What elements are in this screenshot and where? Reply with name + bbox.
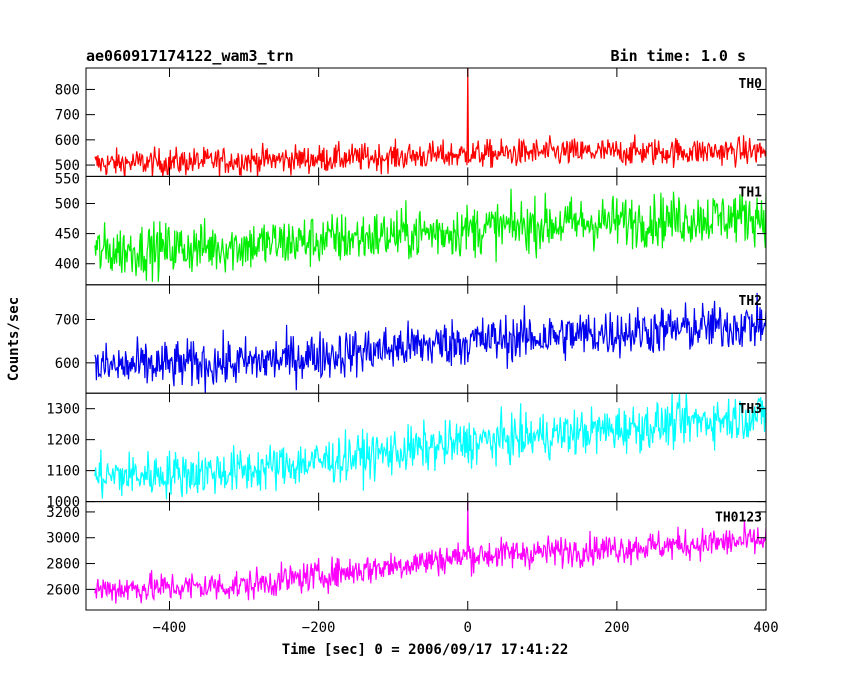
- panel-th2: 600 700 TH2: [55, 284, 767, 394]
- y-tick-label: 1100: [46, 464, 80, 480]
- x-tick-label: 200: [604, 620, 629, 636]
- y-tick-label: 800: [55, 82, 80, 98]
- panel-th1: 400 450 500 TH1: [55, 175, 767, 286]
- y-tick-label: 3200: [46, 505, 80, 521]
- panel-label: TH0123: [715, 511, 762, 526]
- panel-frame: [85, 501, 767, 611]
- y-tick-label: 450: [55, 227, 80, 243]
- series-line-th1: [94, 188, 766, 282]
- y-tick-label: 500: [55, 158, 80, 174]
- y-tick-label: 400: [55, 257, 80, 273]
- series-line-th0: [94, 68, 766, 177]
- x-tick-label: −200: [302, 620, 336, 636]
- bin-time-label: Bin time: 1.0 s: [611, 47, 746, 65]
- series-line-th3: [94, 393, 766, 500]
- y-axis-label: Counts/sec: [6, 297, 22, 381]
- y-tick-label: 2800: [46, 557, 80, 573]
- y-tick-label: 1000: [46, 495, 80, 511]
- panel-label: TH3: [739, 402, 762, 417]
- y-tick-label: 1200: [46, 433, 80, 449]
- panel-label: TH1: [739, 185, 763, 200]
- x-tick-label: −400: [153, 620, 187, 636]
- panel-label: TH0: [739, 77, 763, 92]
- panel-frame: [85, 67, 767, 177]
- panel-th0123: 2600 2800 3000 3200 TH0123: [46, 501, 767, 611]
- y-tick-label: 550: [55, 171, 80, 187]
- y-tick-label: 1300: [46, 402, 80, 418]
- panel-th3: 1000 1100 1200 1300 TH3: [46, 392, 767, 511]
- series-line-th2: [94, 292, 766, 394]
- y-tick-label: 600: [55, 133, 80, 149]
- y-tick-label: 3000: [46, 531, 80, 547]
- y-tick-label: 600: [55, 356, 80, 372]
- y-tick-label: 2600: [46, 582, 80, 598]
- panel-th0: 500 600 700 800 550 TH0: [55, 67, 767, 187]
- y-tick-label: 500: [55, 197, 80, 213]
- panels-group: 500 600 700 800 550 TH0 400 450 500 TH1 600 700 TH2 1…: [46, 67, 779, 636]
- chart-title: ae060917174122_wam3_trn: [86, 47, 294, 65]
- x-tick-label: 0: [464, 620, 472, 636]
- x-tick-label: 400: [753, 620, 778, 636]
- x-axis-label: Time [sec] 0 = 2006/09/17 17:41:22: [282, 642, 569, 658]
- y-tick-label: 700: [55, 108, 80, 124]
- series-line-th0123: [94, 501, 766, 604]
- panel-label: TH2: [739, 294, 762, 309]
- y-tick-label: 700: [55, 312, 80, 328]
